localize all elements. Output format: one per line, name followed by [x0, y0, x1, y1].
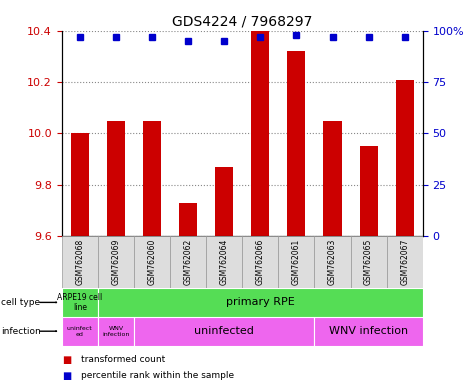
- Text: primary RPE: primary RPE: [226, 297, 294, 308]
- Text: GSM762067: GSM762067: [400, 239, 409, 285]
- Text: GSM762060: GSM762060: [148, 239, 156, 285]
- FancyBboxPatch shape: [62, 317, 98, 346]
- Bar: [179, 203, 197, 236]
- Text: cell type: cell type: [1, 298, 40, 307]
- Text: GSM762069: GSM762069: [112, 239, 120, 285]
- Text: uninfect
ed: uninfect ed: [67, 326, 93, 337]
- FancyBboxPatch shape: [170, 236, 206, 288]
- Bar: [107, 121, 125, 236]
- Text: transformed count: transformed count: [81, 355, 165, 364]
- Text: GSM762065: GSM762065: [364, 239, 373, 285]
- Bar: [143, 121, 161, 236]
- Text: WNV
infection: WNV infection: [102, 326, 130, 337]
- FancyBboxPatch shape: [206, 236, 242, 288]
- FancyBboxPatch shape: [314, 236, 351, 288]
- FancyBboxPatch shape: [351, 236, 387, 288]
- Bar: [396, 79, 414, 236]
- Text: GSM762063: GSM762063: [328, 239, 337, 285]
- Text: GSM762064: GSM762064: [220, 239, 228, 285]
- Text: percentile rank within the sample: percentile rank within the sample: [81, 371, 234, 380]
- FancyBboxPatch shape: [98, 236, 134, 288]
- Text: uninfected: uninfected: [194, 326, 254, 336]
- Bar: [215, 167, 233, 236]
- Bar: [287, 51, 305, 236]
- Text: GSM762068: GSM762068: [76, 239, 84, 285]
- FancyBboxPatch shape: [62, 236, 98, 288]
- Text: ■: ■: [62, 371, 71, 381]
- FancyBboxPatch shape: [387, 236, 423, 288]
- FancyBboxPatch shape: [98, 317, 134, 346]
- Bar: [251, 0, 269, 236]
- Bar: [71, 133, 89, 236]
- Text: ARPE19 cell
line: ARPE19 cell line: [57, 293, 103, 312]
- Bar: [323, 121, 342, 236]
- Text: GSM762061: GSM762061: [292, 239, 301, 285]
- FancyBboxPatch shape: [242, 236, 278, 288]
- FancyBboxPatch shape: [134, 317, 314, 346]
- FancyBboxPatch shape: [98, 288, 423, 317]
- Text: GSM762062: GSM762062: [184, 239, 192, 285]
- Text: GSM762066: GSM762066: [256, 239, 265, 285]
- Title: GDS4224 / 7968297: GDS4224 / 7968297: [172, 14, 313, 28]
- FancyBboxPatch shape: [278, 236, 314, 288]
- FancyBboxPatch shape: [134, 236, 170, 288]
- Text: WNV infection: WNV infection: [329, 326, 408, 336]
- Text: ■: ■: [62, 355, 71, 365]
- Text: infection: infection: [1, 327, 41, 336]
- FancyBboxPatch shape: [62, 288, 98, 317]
- FancyBboxPatch shape: [314, 317, 423, 346]
- Bar: [360, 146, 378, 236]
